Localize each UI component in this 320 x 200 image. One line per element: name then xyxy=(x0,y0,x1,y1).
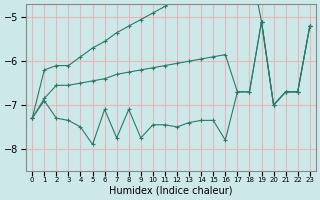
X-axis label: Humidex (Indice chaleur): Humidex (Indice chaleur) xyxy=(109,186,233,196)
